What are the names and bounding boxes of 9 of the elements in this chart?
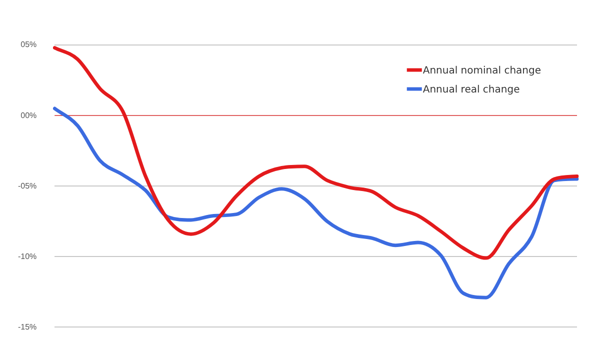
line-series xyxy=(52,46,579,260)
y-tick-label: -05% xyxy=(18,181,37,190)
y-tick-label: -15% xyxy=(18,322,37,332)
y-tick-label: 05% xyxy=(20,40,37,50)
line-series xyxy=(52,106,579,300)
y-tick-label: 00% xyxy=(20,110,37,120)
y-tick-label: -10% xyxy=(18,252,37,261)
legend-label: Annual nominal change xyxy=(422,66,541,77)
legend-label: Annual real change xyxy=(422,84,520,96)
